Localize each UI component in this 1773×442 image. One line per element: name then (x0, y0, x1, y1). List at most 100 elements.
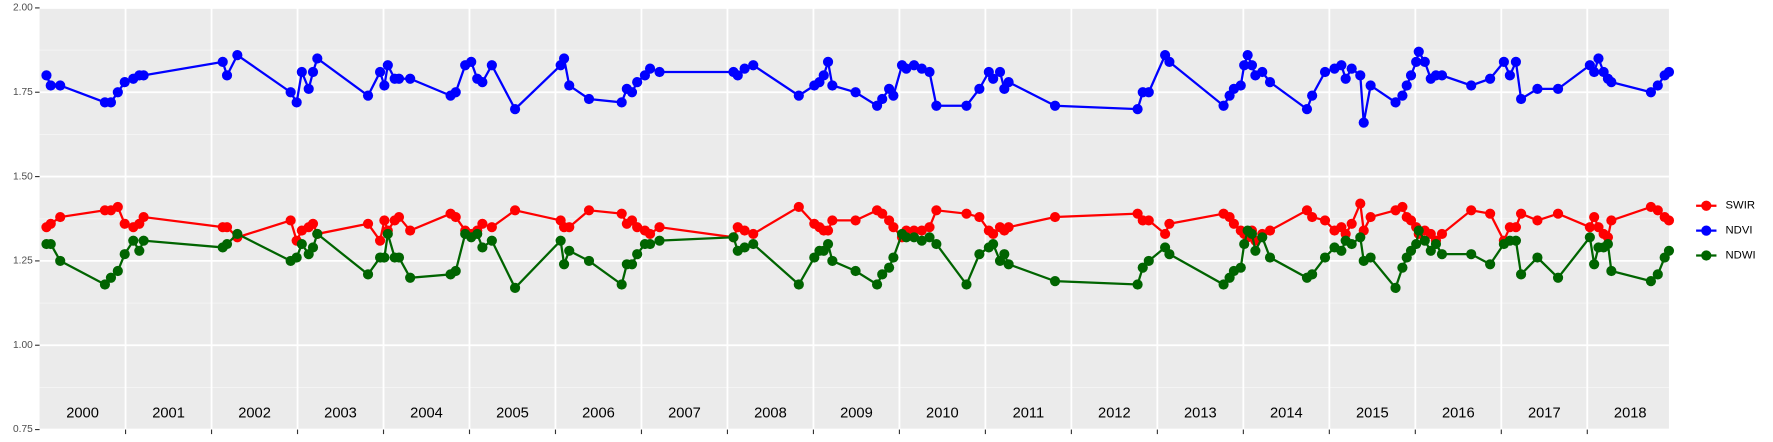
point (822, 238, 834, 250)
point (1584, 232, 1595, 243)
point (827, 215, 838, 226)
point (974, 249, 985, 260)
point (1319, 66, 1331, 78)
point (382, 228, 393, 240)
point (793, 279, 804, 290)
point (307, 242, 319, 253)
point (558, 259, 570, 270)
point (916, 225, 927, 236)
point (632, 222, 643, 233)
point (138, 70, 149, 81)
point (450, 211, 461, 223)
point (888, 90, 899, 101)
point (1143, 215, 1154, 226)
point (291, 97, 302, 108)
point (312, 53, 323, 64)
point (728, 232, 739, 243)
point (793, 90, 804, 101)
point (285, 87, 296, 98)
point (1606, 215, 1617, 226)
point (486, 235, 497, 246)
point (901, 63, 912, 74)
point (1235, 80, 1246, 91)
point (307, 218, 319, 229)
point (1504, 70, 1515, 81)
point (1510, 222, 1522, 233)
point (877, 208, 888, 219)
point (644, 228, 656, 240)
point (99, 279, 111, 290)
legend-label: NDWI (1726, 249, 1756, 261)
point (908, 232, 920, 243)
point (1430, 238, 1442, 250)
point (877, 93, 888, 105)
point (1307, 211, 1318, 223)
year-label: 2003 (324, 406, 357, 422)
point (1164, 56, 1175, 67)
point (1346, 63, 1357, 74)
y-tick-label: 2.00 (13, 3, 33, 14)
point (303, 83, 314, 94)
point (393, 73, 405, 84)
point (119, 77, 130, 88)
point (1436, 249, 1448, 260)
point (924, 232, 935, 243)
y-tick-label: 0.75 (13, 424, 33, 435)
y-tick-label: 1.75 (13, 87, 33, 98)
point (931, 238, 942, 250)
point (961, 208, 972, 219)
point (1485, 259, 1496, 270)
year-label: 2010 (926, 406, 959, 422)
point (45, 80, 56, 91)
point (558, 53, 570, 64)
point (564, 80, 575, 91)
point (1515, 93, 1527, 105)
point (477, 218, 488, 229)
year-label: 2014 (1270, 406, 1303, 422)
point (1405, 70, 1417, 81)
point (296, 66, 307, 78)
point (362, 218, 374, 229)
point (1049, 211, 1061, 223)
point (1218, 100, 1229, 111)
point (1049, 276, 1061, 287)
point (1411, 56, 1422, 67)
point (1346, 218, 1357, 229)
point (739, 242, 750, 253)
point (1652, 80, 1663, 91)
point (1532, 252, 1543, 263)
y-tick-label: 1.00 (13, 340, 33, 351)
year-label: 2007 (668, 406, 701, 422)
point (1355, 70, 1366, 81)
point (1663, 215, 1675, 226)
point (1137, 262, 1148, 273)
point (654, 66, 665, 78)
point (1242, 50, 1253, 61)
point (221, 70, 233, 81)
point (379, 252, 390, 263)
point (1003, 222, 1014, 233)
point (1132, 104, 1143, 115)
legend-label: NDVI (1726, 225, 1753, 237)
point (850, 215, 861, 226)
point (55, 255, 66, 266)
point (1552, 272, 1564, 283)
point (818, 70, 829, 81)
point (1319, 252, 1331, 263)
point (1336, 245, 1347, 256)
point (616, 208, 627, 219)
point (850, 265, 861, 277)
point (583, 93, 595, 105)
point (450, 87, 461, 98)
point (486, 60, 497, 71)
point (1652, 205, 1663, 216)
point (217, 56, 228, 67)
year-label: 2005 (496, 406, 529, 422)
point (466, 56, 477, 67)
point (1397, 90, 1408, 101)
point (901, 232, 912, 243)
point (1510, 56, 1522, 67)
point (871, 279, 883, 290)
point (379, 215, 390, 226)
